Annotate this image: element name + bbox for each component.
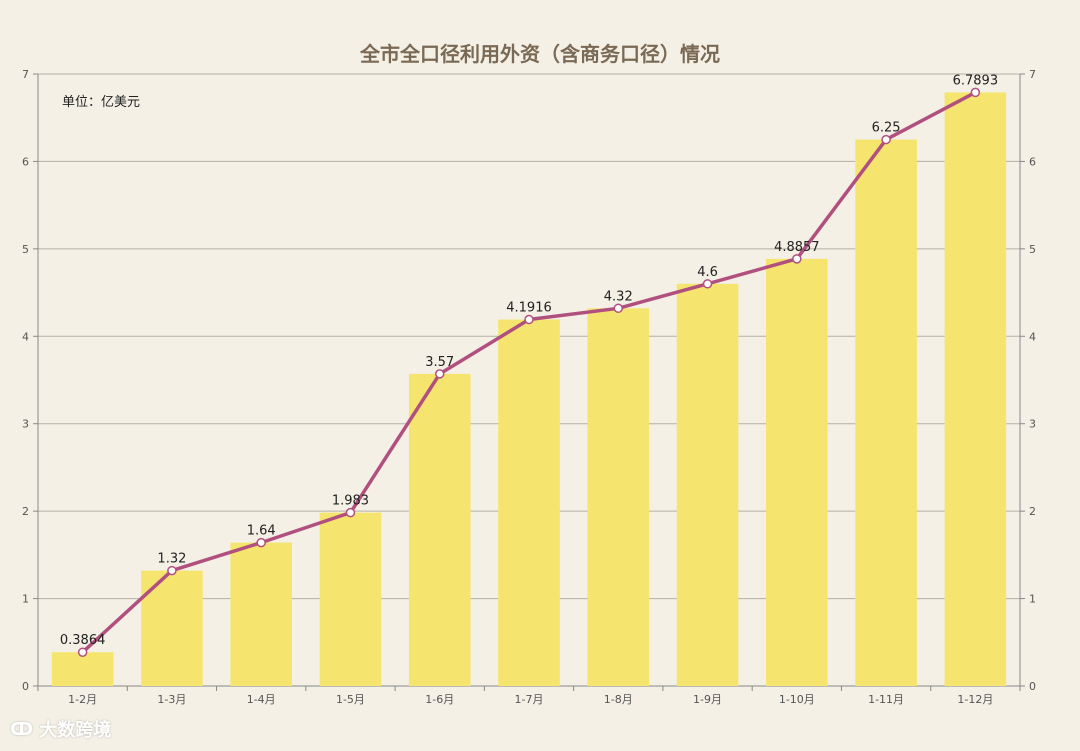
bar xyxy=(408,373,471,686)
data-label: 1.983 xyxy=(332,494,369,509)
y2-tick-label: 0 xyxy=(1029,680,1036,693)
y2-tick-label: 1 xyxy=(1029,593,1036,606)
y2-tick-label: 3 xyxy=(1029,418,1036,431)
x-tick-label: 1-9月 xyxy=(693,693,722,706)
bar xyxy=(676,283,739,686)
y-tick-label: 5 xyxy=(22,243,29,256)
y-tick-label: 4 xyxy=(22,330,29,343)
x-tick-label: 1-8月 xyxy=(604,693,633,706)
bar xyxy=(319,512,382,686)
bar xyxy=(141,570,203,686)
data-label: 1.64 xyxy=(247,524,276,539)
line-point xyxy=(345,507,356,518)
line-point xyxy=(970,87,981,98)
data-label: 4.1916 xyxy=(506,301,552,316)
line-series xyxy=(77,87,981,657)
y2-tick-label: 4 xyxy=(1029,330,1036,343)
line-point xyxy=(613,303,624,314)
data-label: 0.3864 xyxy=(60,633,106,648)
line-point xyxy=(792,254,802,264)
x-tick-label: 1-5月 xyxy=(336,693,365,706)
line-point xyxy=(434,369,445,379)
data-label: 4.32 xyxy=(604,289,633,304)
x-tick-label: 1-7月 xyxy=(515,693,544,706)
bar xyxy=(498,319,560,686)
chart-title: 全市全口径利用外资（含商务口径）情况 xyxy=(359,42,720,66)
x-tick-label: 1-6月 xyxy=(425,693,454,706)
line-point xyxy=(77,647,88,657)
bars xyxy=(51,92,1007,687)
x-tick-label: 1-10月 xyxy=(779,693,815,706)
line-point xyxy=(881,134,891,145)
y2-tick-label: 2 xyxy=(1029,505,1036,518)
data-label: 1.32 xyxy=(157,552,186,567)
x-tick-label: 1-2月 xyxy=(68,693,97,706)
line-point xyxy=(167,565,177,576)
x-tick-label: 1-4月 xyxy=(247,693,276,706)
x-tick-label: 1-11月 xyxy=(868,693,904,706)
data-label: 4.8857 xyxy=(774,240,820,255)
y-tick-label: 7 xyxy=(22,68,29,81)
y2-tick-label: 7 xyxy=(1029,68,1036,81)
bar xyxy=(51,652,114,686)
y-tick-label: 6 xyxy=(22,155,29,168)
y2-tick-label: 6 xyxy=(1029,155,1036,168)
unit-label: 单位：亿美元 xyxy=(62,95,140,110)
watermark: ↀ 大数跨境 xyxy=(10,716,111,742)
bar xyxy=(944,92,1007,686)
data-labels: 0.3864 1.32 1.64 1.983 3.57 4.1916 4.32 4.6 4.88… xyxy=(60,73,998,648)
x-tick-label: 1-3月 xyxy=(157,693,186,706)
y-tick-label: 2 xyxy=(22,505,29,518)
y-tick-label: 3 xyxy=(22,418,29,431)
x-tick-labels: 1-2月 1-3月 1-4月 1-5月 1-6月 1-7月 1-8月 1-9月 1-10月 1-1… xyxy=(37,686,1021,706)
line-point xyxy=(524,314,534,325)
line-point xyxy=(256,537,266,548)
x-tick-label: 1-12月 xyxy=(957,693,993,706)
data-label: 3.57 xyxy=(425,355,454,370)
data-label: 4.6 xyxy=(697,265,718,280)
y-tick-label: 1 xyxy=(22,593,29,606)
data-label: 6.7893 xyxy=(953,73,999,88)
bar xyxy=(855,139,917,687)
bar xyxy=(766,258,828,686)
data-label: 6.25 xyxy=(872,121,901,136)
line-point xyxy=(702,279,713,289)
y2-tick-label: 5 xyxy=(1029,243,1036,256)
brand-logo-icon: ↀ xyxy=(10,718,34,740)
bar xyxy=(587,308,650,686)
y-tick-label: 0 xyxy=(22,680,29,693)
bar xyxy=(230,542,292,686)
watermark-text: 大数跨境 xyxy=(39,720,112,741)
